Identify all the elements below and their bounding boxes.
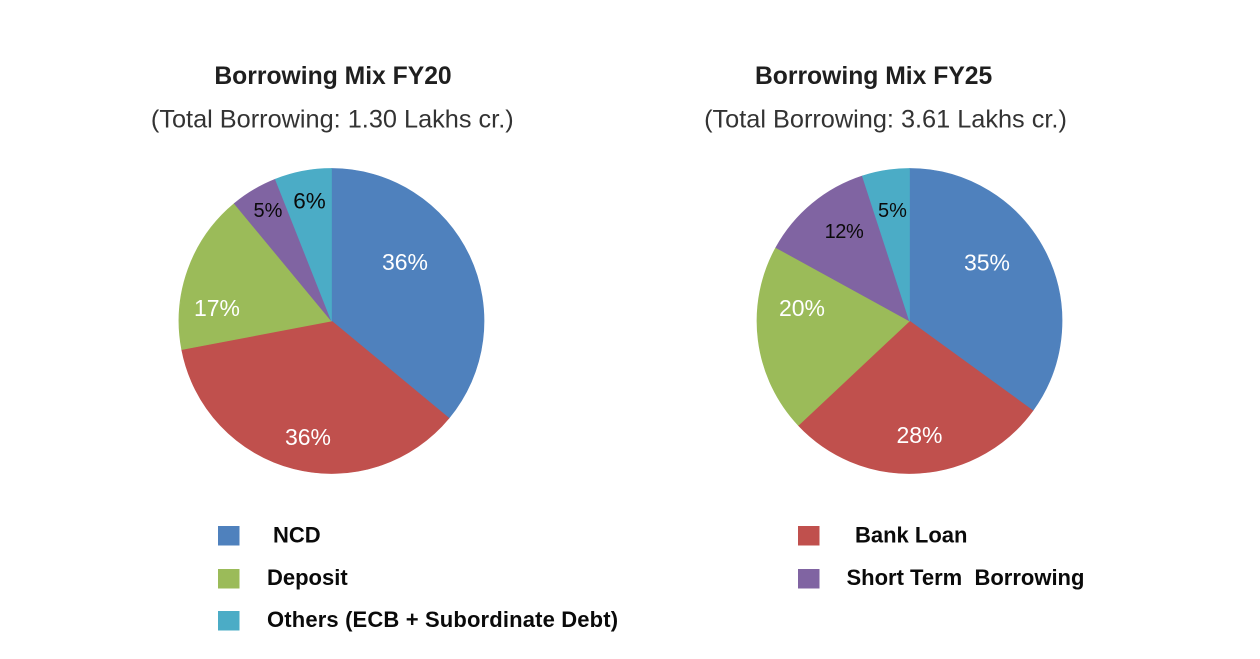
svg-text:5%: 5% bbox=[254, 200, 283, 222]
svg-text:(Total Borrowing: 3.61 Lakhs c: (Total Borrowing: 3.61 Lakhs cr.) bbox=[704, 105, 1067, 133]
svg-text:Deposit: Deposit bbox=[267, 565, 348, 590]
svg-text:(Total Borrowing: 1.30 Lakhs c: (Total Borrowing: 1.30 Lakhs cr.) bbox=[151, 105, 514, 133]
svg-text:Borrowing Mix FY20: Borrowing Mix FY20 bbox=[214, 63, 451, 90]
svg-text:17%: 17% bbox=[194, 295, 240, 321]
svg-text:36%: 36% bbox=[382, 249, 428, 275]
svg-text:28%: 28% bbox=[896, 422, 942, 448]
svg-text:6%: 6% bbox=[293, 189, 326, 214]
svg-text:12%: 12% bbox=[825, 221, 864, 243]
svg-text:Others (ECB + Subordinate Debt: Others (ECB + Subordinate Debt) bbox=[267, 607, 618, 632]
svg-text:5%: 5% bbox=[878, 200, 907, 222]
svg-text:20%: 20% bbox=[779, 295, 825, 321]
svg-text:Borrowing Mix FY25: Borrowing Mix FY25 bbox=[755, 63, 993, 90]
svg-text:Bank Loan: Bank Loan bbox=[855, 523, 967, 548]
svg-text:NCD: NCD bbox=[273, 523, 321, 548]
svg-text:Short Term Borrowing: Short Term Borrowing bbox=[847, 565, 1085, 590]
svg-text:36%: 36% bbox=[285, 424, 331, 450]
svg-text:35%: 35% bbox=[964, 250, 1010, 276]
